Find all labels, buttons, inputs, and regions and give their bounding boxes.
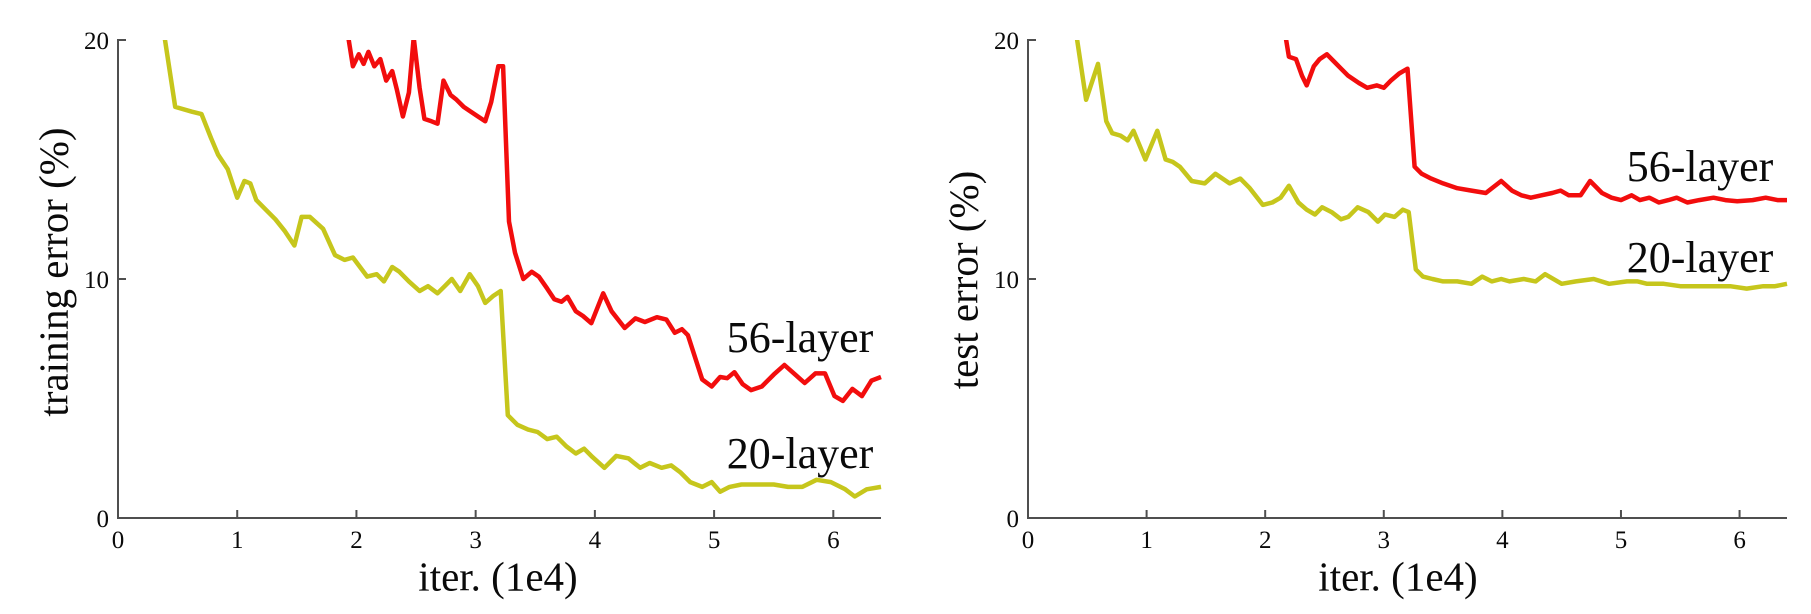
plot-panel-right: 0 1 2 3 4 5 6 0 10 20	[994, 28, 1788, 554]
x-tick-label: 2	[1259, 527, 1272, 554]
y-axis-label-training-error: training error (%)	[30, 127, 77, 417]
y-tick-label: 20	[994, 28, 1019, 55]
x-tick-label: 5	[1615, 527, 1628, 554]
curve-label-20-layer-training: 20-layer	[726, 429, 874, 478]
x-tick-label: 3	[469, 527, 482, 554]
series-line-20-layer-right	[1074, 40, 1788, 291]
x-tick-label: 0	[1022, 527, 1035, 554]
y-tick-label: 10	[84, 267, 109, 294]
x-tick-label: 2	[350, 527, 363, 554]
series-line-56-layer-left	[346, 40, 882, 404]
x-tick-label: 6	[827, 527, 840, 554]
curve-label-20-layer-test: 20-layer	[1626, 233, 1774, 282]
x-tick-label: 5	[708, 527, 721, 554]
y-tick-label: 10	[994, 267, 1019, 294]
y-tick-label: 0	[1007, 506, 1020, 533]
series-line-20-layer-left	[162, 40, 882, 499]
x-tick-label: 3	[1378, 527, 1391, 554]
x-tick-label: 1	[231, 527, 244, 554]
x-tick-label: 4	[1496, 527, 1509, 554]
y-tick-label: 0	[97, 506, 110, 533]
plot-panel-left: 0 1 2 3 4 5 6 0 10 20	[84, 28, 882, 554]
curve-label-56-layer-training: 56-layer	[726, 313, 874, 362]
y-axis-label-test-error: test error (%)	[940, 170, 987, 390]
x-tick-label: 1	[1140, 527, 1153, 554]
series-line-56-layer-right	[1283, 40, 1787, 205]
x-axis-label-right: iter. (1e4)	[1318, 553, 1478, 600]
x-tick-label: 0	[112, 527, 125, 554]
x-tick-label: 6	[1733, 527, 1746, 554]
y-tick-label: 20	[84, 28, 109, 55]
curve-label-56-layer-test: 56-layer	[1626, 142, 1774, 191]
x-tick-label: 4	[589, 527, 602, 554]
x-axis-label-left: iter. (1e4)	[418, 553, 578, 600]
